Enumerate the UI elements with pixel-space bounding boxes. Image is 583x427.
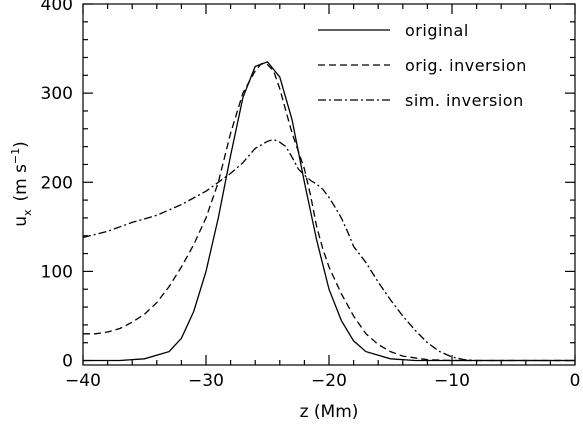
y-axis-label-exponent: −1 [9,148,22,164]
y-tick-label: 400 [41,0,73,15]
legend-label-3: sim. inversion [405,91,524,110]
series-line-1 [83,61,575,362]
series-line-3 [82,138,575,362]
y-axis-label-unit: (m s [11,164,31,202]
legend-label-1: original [405,21,469,40]
legend: original orig. inversion sim. inversion [318,21,527,110]
x-tick-label: 0 [570,371,581,391]
series-line-2 [83,63,575,362]
axis-ticks [82,3,576,365]
legend-label-2: orig. inversion [405,56,527,75]
x-tick-label: −40 [65,371,101,391]
y-tick-label: 300 [41,84,73,104]
y-tick-label: 0 [62,352,73,372]
y-tick-label: 100 [41,262,73,282]
x-tick-label: −20 [311,371,347,391]
y-tick-label: 200 [41,173,73,193]
y-axis-label-symbol: u [11,216,31,227]
y-axis-label-subscript: x [21,209,34,216]
series-layer [82,61,575,362]
x-tick-label: −10 [434,371,470,391]
y-axis-label-unit-close: ) [11,141,31,148]
tick-labels: −40 −30 −20 −10 0 0 100 200 300 400 [41,0,581,391]
x-axis-label: z (Mm) [300,402,359,422]
x-tick-label: −30 [188,371,224,391]
y-axis-label: ux (m s−1) [9,141,34,227]
